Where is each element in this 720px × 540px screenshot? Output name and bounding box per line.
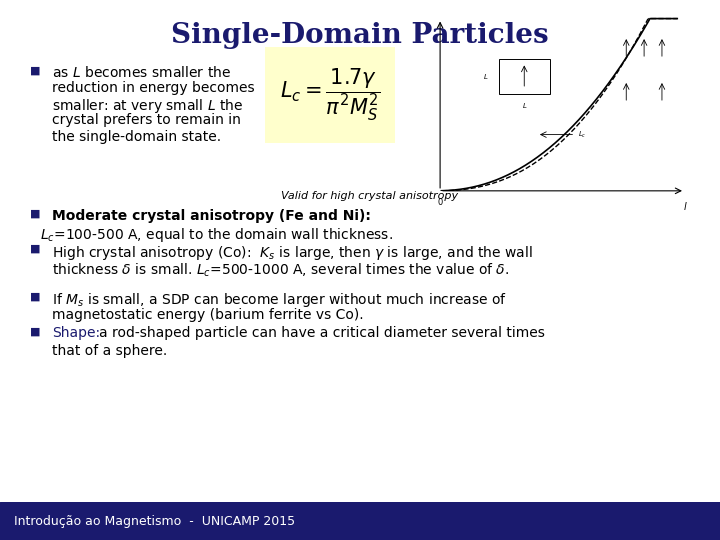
Text: Shape:: Shape:	[52, 326, 100, 340]
Text: If $M_s$ is small, a SDP can become larger without much increase of: If $M_s$ is small, a SDP can become larg…	[52, 291, 507, 309]
Text: crystal prefers to remain in: crystal prefers to remain in	[52, 113, 241, 127]
Text: the single-domain state.: the single-domain state.	[52, 130, 221, 144]
Text: Valid for high crystal anisotropy: Valid for high crystal anisotropy	[282, 191, 459, 201]
Text: Introdução ao Magnetismo  -  UNICAMP 2015: Introdução ao Magnetismo - UNICAMP 2015	[14, 515, 295, 528]
Bar	[499, 59, 550, 94]
Text: smaller: at very small $L$ the: smaller: at very small $L$ the	[52, 97, 243, 116]
Text: reduction in energy becomes: reduction in energy becomes	[52, 82, 255, 96]
Text: ■: ■	[30, 244, 40, 254]
Text: $L$: $L$	[521, 101, 527, 110]
Text: ■: ■	[30, 209, 40, 219]
Text: that of a sphere.: that of a sphere.	[52, 343, 167, 357]
Text: $L_c$: $L_c$	[577, 130, 586, 140]
Text: ■: ■	[30, 326, 40, 336]
Text: Single-Domain Particles: Single-Domain Particles	[171, 22, 549, 49]
Text: $L$: $L$	[483, 72, 489, 81]
Text: ■: ■	[30, 65, 40, 75]
Text: Moderate crystal anisotropy (Fe and Ni):: Moderate crystal anisotropy (Fe and Ni):	[52, 209, 371, 223]
Text: $l$: $l$	[683, 200, 688, 212]
Text: thickness $\delta$ is small. $L_c$=500-1000 A, several times the value of $\delt: thickness $\delta$ is small. $L_c$=500-1…	[52, 261, 509, 279]
Text: ■: ■	[30, 291, 40, 301]
Text: $L_c$=100-500 A, equal to the domain wall thickness.: $L_c$=100-500 A, equal to the domain wal…	[40, 226, 393, 244]
Text: a rod-shaped particle can have a critical diameter several times: a rod-shaped particle can have a critica…	[99, 326, 545, 340]
Bar	[265, 47, 395, 143]
Text: as $L$ becomes smaller the: as $L$ becomes smaller the	[52, 65, 231, 80]
Text: High crystal anisotropy (Co):  $K_s$ is large, then $\gamma$ is large, and the w: High crystal anisotropy (Co): $K_s$ is l…	[52, 244, 533, 262]
Text: 0: 0	[438, 198, 443, 207]
Text: $L_c = \dfrac{1.7\gamma}{\pi^2 M_S^2}$: $L_c = \dfrac{1.7\gamma}{\pi^2 M_S^2}$	[279, 67, 380, 123]
Text: magnetostatic energy (barium ferrite vs Co).: magnetostatic energy (barium ferrite vs …	[52, 308, 364, 322]
